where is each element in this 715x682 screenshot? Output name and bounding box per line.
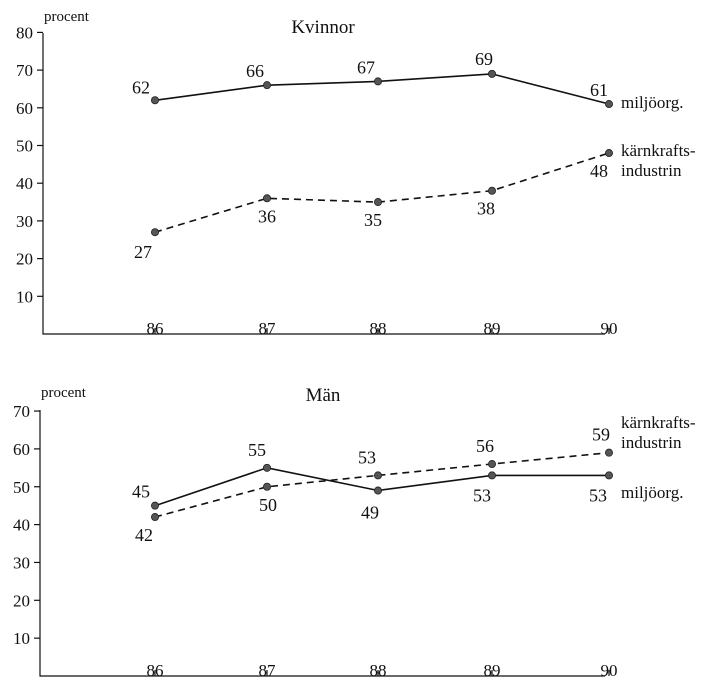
data-point	[605, 149, 614, 158]
y-tick-label: 60	[13, 440, 30, 459]
x-tick-label: 89	[484, 661, 501, 677]
data-label: 35	[364, 210, 382, 230]
panel2-title: Män	[306, 385, 341, 406]
y-tick-label: 50	[16, 137, 33, 156]
data-point	[373, 198, 382, 207]
panel2-x-ticks: 86 87 88 89 90	[147, 661, 618, 680]
data-point	[487, 471, 496, 480]
data-point	[262, 463, 271, 472]
panel2-y-ticks: 10 20 30 40 50 60 70	[13, 402, 40, 648]
x-tick-label: 86	[147, 661, 164, 677]
y-tick-label: 40	[16, 174, 33, 193]
x-tick-label: 86	[147, 319, 164, 338]
panel1-unit-label: procent	[44, 9, 90, 25]
panel1-series-label-miljoorg: miljöorg.	[621, 93, 684, 112]
y-tick-label: 70	[16, 61, 33, 80]
panel2-data-labels: 45 55 49 53 53 42 50 53 56 59	[132, 425, 610, 545]
y-tick-label: 20	[13, 591, 30, 610]
x-tick-label: 87	[259, 319, 277, 338]
panel2-unit-label: procent	[41, 385, 87, 401]
panel1-series-lines	[154, 73, 610, 233]
panel1-series-label-karnkraft: kärnkrafts- industrin	[621, 141, 700, 180]
panel2-series-lines	[154, 451, 610, 518]
panel1-data-points	[150, 69, 614, 237]
panel-man: procent Män 10 20 30 40 50 60 70 86 87 88 89 90 45…	[13, 385, 700, 680]
data-label: 55	[248, 440, 266, 460]
series-line-miljoorg	[154, 73, 610, 105]
data-label: 38	[477, 199, 495, 219]
data-label: 27	[134, 242, 152, 262]
panel1-series-label-karnkraft-line1: kärnkrafts-	[621, 141, 696, 160]
y-tick-label: 10	[16, 287, 33, 306]
panel1-title: Kvinnor	[291, 17, 355, 38]
data-label: 59	[592, 425, 610, 445]
y-tick-label: 20	[16, 250, 33, 269]
data-point	[373, 486, 382, 495]
series-line-karnkraftsindustrin	[154, 152, 610, 233]
data-point	[373, 77, 382, 86]
x-tick-label: 88	[370, 661, 387, 677]
data-point	[605, 448, 614, 457]
data-point	[373, 471, 382, 480]
data-label: 49	[361, 503, 379, 523]
data-label: 50	[259, 495, 277, 515]
data-label: 45	[132, 482, 150, 502]
data-point	[487, 186, 496, 195]
data-label: 42	[135, 525, 153, 545]
y-tick-label: 40	[13, 516, 30, 535]
data-point	[150, 228, 159, 237]
x-tick-label: 87	[259, 661, 277, 677]
panel2-series-label-miljoorg: miljöorg.	[621, 483, 684, 502]
data-point	[605, 100, 614, 109]
panel1-series-label-karnkraft-line2: industrin	[621, 161, 682, 180]
panel2-series-label-karnkraft-line2: industrin	[621, 433, 682, 452]
series-line-miljoorg	[154, 466, 609, 507]
y-tick-label: 70	[13, 402, 30, 421]
panel2-series-label-karnkraft-line1: kärnkrafts-	[621, 413, 696, 432]
data-point	[262, 194, 271, 203]
y-tick-label: 80	[16, 23, 33, 42]
data-label: 66	[246, 61, 264, 81]
data-point	[605, 471, 614, 480]
data-label: 36	[258, 206, 276, 226]
data-point	[262, 81, 271, 90]
y-tick-label: 50	[13, 478, 30, 497]
data-point	[150, 513, 159, 522]
x-tick-label: 89	[484, 319, 501, 338]
data-label: 53	[358, 447, 376, 467]
panel2-axes	[39, 410, 605, 677]
data-label: 69	[475, 49, 493, 69]
data-label: 61	[590, 80, 608, 100]
panel1-data-labels: 62 66 67 69 61 27 36 35 38 48	[132, 49, 608, 262]
x-tick-label: 90	[601, 661, 618, 677]
data-label: 53	[473, 485, 491, 505]
x-tick-label: 90	[601, 319, 618, 338]
panel2-data-points	[150, 448, 614, 522]
series-line-karnkraftsindustrin	[154, 451, 610, 518]
y-tick-label: 30	[13, 553, 30, 572]
y-tick-label: 30	[16, 212, 33, 231]
data-point	[150, 96, 159, 105]
data-point	[150, 501, 159, 510]
y-tick-label: 60	[16, 99, 33, 118]
data-label: 48	[590, 161, 608, 181]
panel1-axes	[42, 33, 605, 335]
data-point	[487, 460, 496, 469]
panel1-x-ticks: 86 87 88 89 90	[147, 319, 618, 338]
data-label: 62	[132, 77, 150, 97]
x-tick-label: 88	[370, 319, 387, 338]
panel1-y-ticks: 10 20 30 40 50 60 70 80	[16, 23, 43, 306]
data-point	[487, 69, 496, 78]
data-label: 67	[357, 57, 375, 77]
data-label: 53	[589, 485, 607, 505]
data-point	[262, 482, 271, 491]
y-tick-label: 10	[13, 629, 30, 648]
panel2-series-label-karnkraft: kärnkrafts- industrin	[621, 413, 700, 452]
data-label: 56	[476, 436, 494, 456]
